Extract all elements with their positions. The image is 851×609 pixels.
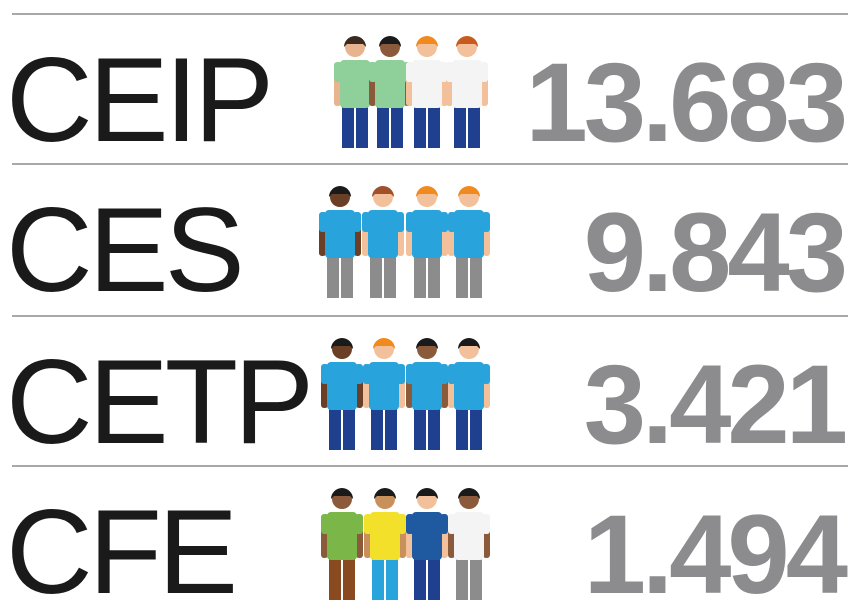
hair	[329, 186, 351, 197]
leg	[384, 256, 396, 298]
hair	[456, 36, 478, 47]
row-value: 3.421	[584, 342, 846, 467]
hair	[458, 186, 480, 197]
leg	[356, 106, 368, 148]
row-label: CETP	[6, 335, 310, 469]
row-value: 1.494	[584, 492, 848, 609]
row-label: CES	[6, 183, 241, 317]
hair	[416, 186, 438, 197]
leg	[343, 558, 355, 600]
hair	[372, 186, 394, 197]
leg	[428, 558, 440, 600]
leg	[414, 106, 426, 148]
leg	[428, 106, 440, 148]
leg	[385, 408, 397, 450]
leg	[414, 256, 426, 298]
torso	[369, 362, 399, 410]
torso	[454, 210, 484, 258]
people-icons	[319, 186, 490, 298]
torso	[375, 60, 405, 108]
leg	[456, 256, 468, 298]
torso	[370, 512, 400, 560]
leg	[372, 558, 384, 600]
torso	[412, 60, 442, 108]
leg	[343, 408, 355, 450]
torso	[327, 362, 357, 410]
torso	[368, 210, 398, 258]
leg	[377, 106, 389, 148]
leg	[470, 408, 482, 450]
torso	[454, 362, 484, 410]
hair	[373, 338, 395, 349]
people-icons	[321, 488, 490, 600]
hair	[416, 338, 438, 349]
torso	[454, 512, 484, 560]
leg	[456, 408, 468, 450]
leg	[329, 558, 341, 600]
torso	[412, 512, 442, 560]
leg	[327, 256, 339, 298]
hair	[416, 36, 438, 47]
hair	[458, 338, 480, 349]
row-label: CEIP	[6, 33, 270, 167]
leg	[414, 558, 426, 600]
leg	[342, 106, 354, 148]
hair	[458, 488, 480, 499]
people-icons	[334, 36, 488, 148]
leg	[454, 106, 466, 148]
leg	[428, 408, 440, 450]
row-value: 9.843	[584, 190, 845, 315]
leg	[370, 256, 382, 298]
leg	[341, 256, 353, 298]
torso	[452, 60, 482, 108]
torso	[412, 362, 442, 410]
row-value: 13.683	[525, 40, 844, 165]
hair	[331, 488, 353, 499]
leg	[428, 256, 440, 298]
hair	[379, 36, 401, 47]
leg	[391, 106, 403, 148]
hair	[331, 338, 353, 349]
leg	[456, 558, 468, 600]
leg	[414, 408, 426, 450]
leg	[470, 558, 482, 600]
leg	[470, 256, 482, 298]
row-label: CFE	[6, 485, 234, 609]
torso	[325, 210, 355, 258]
hair	[416, 488, 438, 499]
leg	[329, 408, 341, 450]
people-icons	[321, 338, 490, 450]
torso	[327, 512, 357, 560]
torso	[412, 210, 442, 258]
leg	[371, 408, 383, 450]
torso	[340, 60, 370, 108]
hair	[374, 488, 396, 499]
leg	[386, 558, 398, 600]
hair	[344, 36, 366, 47]
leg	[468, 106, 480, 148]
